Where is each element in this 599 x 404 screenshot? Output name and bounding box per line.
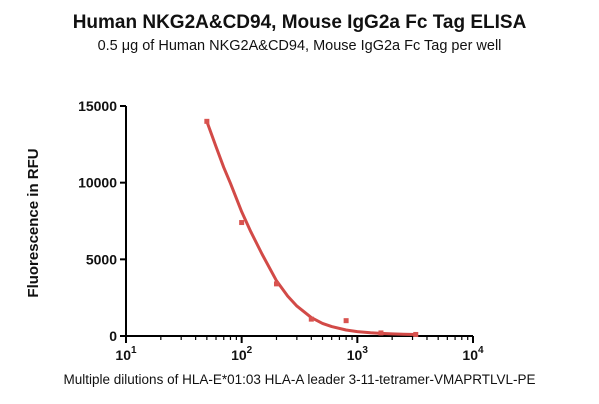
data-points [204,118,419,337]
chart-title: Human NKG2A&CD94, Mouse IgG2a Fc Tag ELI… [72,12,527,33]
y-axis-label: Fluorescence in RFU [25,148,42,297]
data-point [413,331,419,337]
x-tick-label: 101 [115,345,137,363]
y-tick-label: 15000 [78,98,117,114]
x-tick-label: 103 [347,345,369,363]
data-point [273,281,279,287]
data-point [378,330,384,336]
fit-curve-layer [205,119,418,336]
x-axis-label: Multiple dilutions of HLA-E*01:03 HLA-A … [63,372,536,387]
y-tick-label: 10000 [78,175,117,191]
data-point [343,318,349,324]
data-point [204,118,210,124]
axes: 0 5000 10000 15000 101 102 103 104 [78,98,484,363]
fit-curve [205,119,418,336]
x-tick-label: 104 [462,345,484,363]
data-point [308,316,314,322]
chart-subtitle: 0.5 μg of Human NKG2A&CD94, Mouse IgG2a … [97,38,502,54]
y-tick-label: 5000 [86,251,117,267]
data-point [239,220,245,226]
y-tick-label: 0 [109,328,117,344]
x-tick-label: 102 [231,345,253,363]
